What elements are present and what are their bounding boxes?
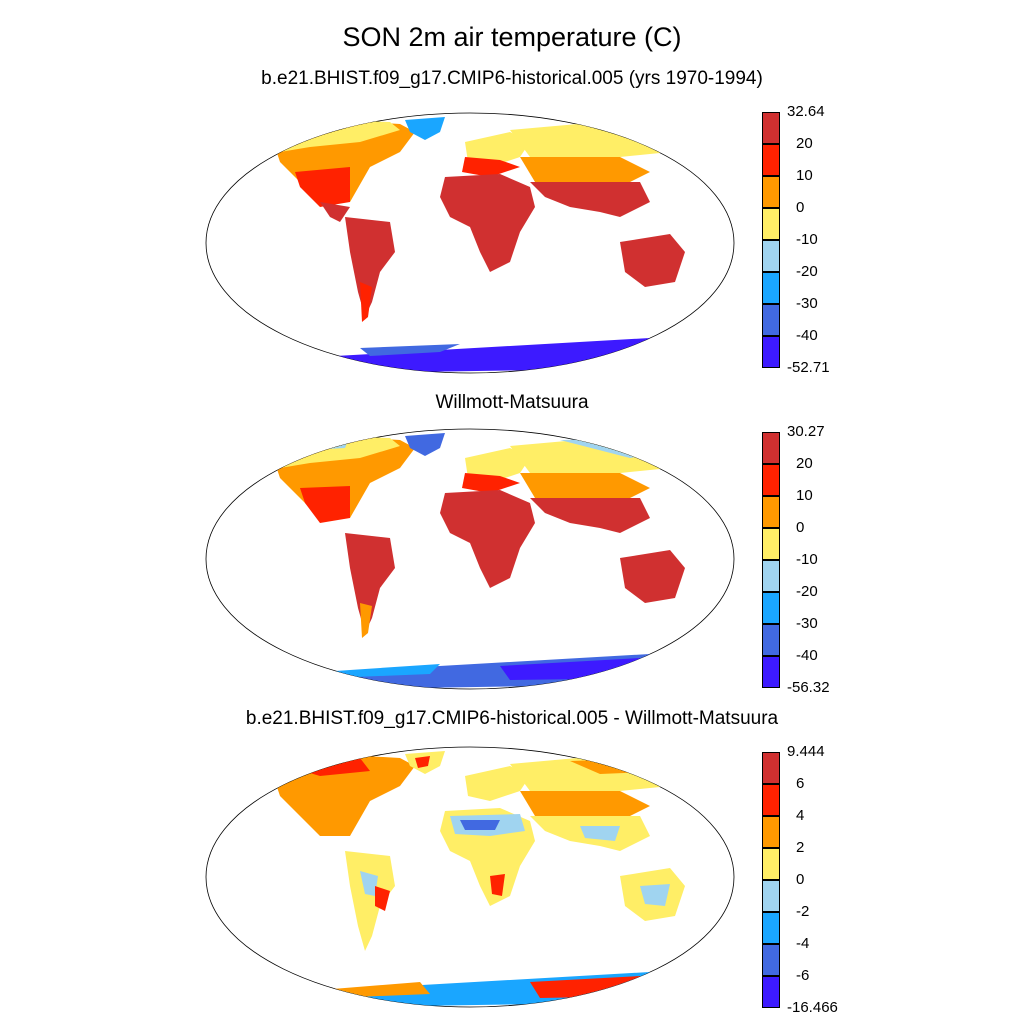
colorbar-label: 0: [796, 519, 805, 536]
africa: [440, 174, 535, 272]
colorbar-label: 20: [796, 135, 813, 152]
colorbar-box: [762, 240, 780, 272]
colorbar-label: -40: [796, 647, 818, 664]
colorbar-label: 6: [796, 775, 805, 792]
map-observations: [205, 428, 735, 690]
colorbar-box: [762, 464, 780, 496]
panel-title-model: b.e21.BHIST.f09_g17.CMIP6-historical.005…: [261, 68, 763, 89]
colorbar-label: -10: [796, 231, 818, 248]
colorbar-label: 20: [796, 455, 813, 472]
colorbar-box: [762, 208, 780, 240]
asia: [510, 122, 700, 162]
colorbar-label: 9.444: [787, 743, 825, 760]
colorbar-label: -16.466: [787, 999, 838, 1016]
colorbar-label: 10: [796, 487, 813, 504]
colorbar-box: [762, 144, 780, 176]
colorbar-difference: 9.444 6 4 2 0 -2 -4 -6 -16.466: [762, 743, 872, 1016]
colorbar-box: [762, 624, 780, 656]
colorbar-box: [762, 976, 780, 1008]
colorbar-label: 2: [796, 839, 805, 856]
colorbar-label: -2: [796, 903, 810, 920]
map-difference: [205, 746, 735, 1008]
colorbar-label: -20: [796, 263, 818, 280]
colorbar-box: [762, 528, 780, 560]
colorbar-label: -30: [796, 615, 818, 632]
colorbar-model: 32.64 20 10 0 -10 -20 -30 -40 -52.71: [762, 103, 872, 376]
map-model: [205, 112, 735, 374]
colorbar-label: -40: [796, 327, 818, 344]
colorbar-box: [762, 880, 780, 912]
colorbar-label: -56.32: [787, 679, 830, 696]
panel-title-difference: b.e21.BHIST.f09_g17.CMIP6-historical.005…: [245, 708, 779, 729]
colorbar-box: [762, 784, 780, 816]
colorbar-box: [762, 176, 780, 208]
colorbar-label: 32.64: [787, 103, 825, 120]
colorbar-label: 30.27: [787, 423, 825, 440]
colorbar-observations: 30.27 20 10 0 -10 -20 -30 -40 -56.32: [762, 423, 872, 696]
colorbar-box: [762, 592, 780, 624]
colorbar-label: -10: [796, 551, 818, 568]
colorbar-box: [762, 272, 780, 304]
colorbar-box: [762, 816, 780, 848]
colorbar-box: [762, 560, 780, 592]
colorbar-label: 0: [796, 199, 805, 216]
colorbar-label: 10: [796, 167, 813, 184]
colorbar-label: -6: [796, 967, 810, 984]
colorbar-box: [762, 496, 780, 528]
figure-title: SON 2m air temperature (C): [342, 22, 682, 52]
colorbar-box: [762, 112, 780, 144]
greenland: [405, 117, 445, 140]
colorbar-box: [762, 848, 780, 880]
colorbar-box: [762, 336, 780, 368]
europe: [465, 132, 530, 167]
colorbar-box: [762, 912, 780, 944]
colorbar-box: [762, 304, 780, 336]
colorbar-label: -30: [796, 295, 818, 312]
colorbar-label: -52.71: [787, 359, 830, 376]
colorbar-box: [762, 432, 780, 464]
panel-title-observations: Willmott-Matsuura: [435, 392, 589, 413]
south-america: [345, 217, 395, 317]
colorbar-label: 0: [796, 871, 805, 888]
colorbar-box: [762, 752, 780, 784]
colorbar-box: [762, 656, 780, 688]
colorbar-label: -4: [796, 935, 810, 952]
colorbar-label: -20: [796, 583, 818, 600]
colorbar-label: 4: [796, 807, 805, 824]
colorbar-box: [762, 944, 780, 976]
australia: [620, 234, 685, 287]
